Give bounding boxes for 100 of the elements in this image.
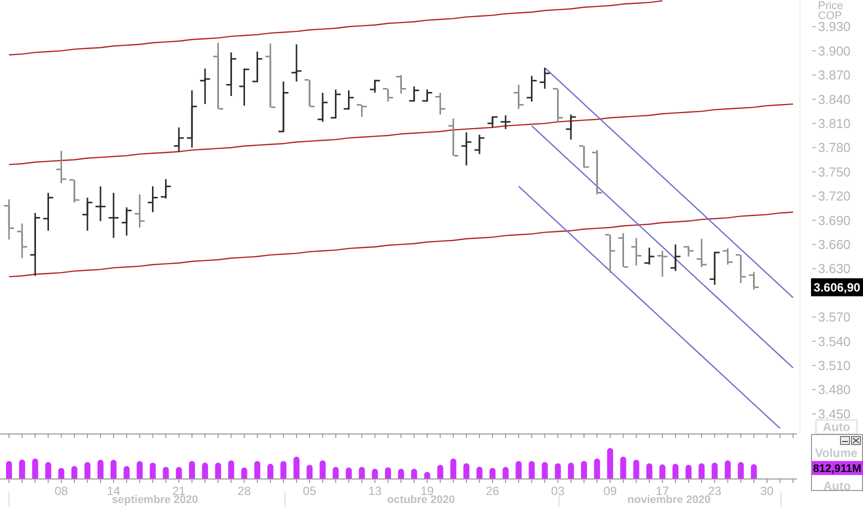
y-tick-label: 3.810 <box>818 116 851 131</box>
bar <box>594 458 600 479</box>
bar <box>686 464 692 479</box>
y-tick-label: 3.930 <box>818 19 851 34</box>
bar <box>228 460 234 479</box>
candlestick <box>422 88 432 102</box>
bar <box>84 462 90 479</box>
x-tick-label: 05 <box>302 484 317 498</box>
bar <box>32 458 38 479</box>
bar <box>607 448 614 479</box>
y-tick-label: 3.630 <box>818 261 851 276</box>
bar <box>71 466 78 479</box>
candlestick <box>540 67 550 90</box>
bar <box>267 464 274 479</box>
bar <box>124 466 130 479</box>
candlestick <box>370 79 380 94</box>
y-tick-label: 3.720 <box>818 188 851 204</box>
bar <box>502 466 509 479</box>
y-tick-label: 3.780 <box>818 140 851 156</box>
candlestick <box>526 75 537 102</box>
candlestick <box>696 238 707 268</box>
bar <box>698 463 705 479</box>
bar <box>19 459 26 479</box>
bar <box>188 461 195 479</box>
candlestick <box>69 179 80 204</box>
bar <box>358 466 365 479</box>
candlestick <box>684 245 694 258</box>
y-tick-label: 3.510 <box>818 358 851 373</box>
x-tick-label: 26 <box>486 484 500 498</box>
bar <box>110 460 117 479</box>
candlestick <box>382 88 393 102</box>
candlestick <box>95 186 106 222</box>
bar <box>58 468 64 479</box>
bar <box>542 462 548 479</box>
x-tick-label: 30 <box>760 484 774 498</box>
candlestick <box>631 237 642 266</box>
y-tick-label: 3.660 <box>818 236 851 252</box>
candlestick <box>292 44 302 82</box>
y-tick-label: 3.450 <box>818 406 851 422</box>
bar <box>528 461 535 479</box>
bar <box>554 463 561 479</box>
bar <box>136 461 143 479</box>
line-series <box>518 186 781 429</box>
bar <box>45 462 52 479</box>
bar <box>450 458 456 479</box>
line-series <box>531 125 794 368</box>
x-tick-label: 03 <box>551 484 565 498</box>
candlestick <box>108 192 119 239</box>
candlestick <box>435 92 446 116</box>
bar <box>672 464 678 479</box>
candlestick <box>174 126 184 152</box>
candlestick <box>605 234 616 274</box>
bar <box>6 461 12 479</box>
candlestick <box>82 196 92 232</box>
candlestick <box>396 74 406 94</box>
bar <box>738 462 744 479</box>
bar <box>580 461 587 479</box>
text: 812,911M <box>813 462 862 475</box>
y-tick-label: 3.900 <box>818 43 851 58</box>
bar <box>620 456 626 479</box>
candlestick <box>43 192 54 232</box>
bar <box>724 460 731 479</box>
bar <box>476 466 482 479</box>
bar <box>384 467 391 479</box>
line-series <box>8 103 794 166</box>
line-series <box>8 0 664 56</box>
bar <box>306 464 313 479</box>
candlestick <box>148 186 158 213</box>
candlestick <box>500 114 511 130</box>
bar <box>254 461 260 479</box>
candlestick <box>514 84 524 110</box>
bar <box>633 460 640 479</box>
x-tick-label: 09 <box>603 484 618 498</box>
x-tick-label: 28 <box>238 484 252 498</box>
y-tick-label: 3.480 <box>818 382 851 398</box>
candlestick <box>474 134 484 155</box>
bar <box>176 466 182 479</box>
candlestick <box>566 114 576 140</box>
bar <box>294 456 300 479</box>
bar <box>241 468 248 479</box>
y-tick-label: 3.540 <box>818 334 851 349</box>
candlestick <box>657 250 668 278</box>
y-tick-label: 3.840 <box>818 92 851 107</box>
line-series <box>8 212 794 278</box>
bar <box>463 463 470 479</box>
candlestick <box>344 90 354 110</box>
bar <box>150 462 156 479</box>
candlestick <box>200 68 210 105</box>
bar <box>659 464 666 479</box>
candlestick <box>356 104 367 118</box>
candlestick <box>318 92 328 123</box>
y-tick-label: 3.690 <box>818 212 851 228</box>
candlestick <box>56 150 66 184</box>
candlestick <box>722 248 733 266</box>
bar <box>202 462 208 479</box>
bar <box>320 460 326 479</box>
text: octubre 2020 <box>387 494 455 506</box>
x-tick-label: 13 <box>368 484 382 498</box>
candlestick <box>461 132 472 166</box>
text: noviembre 2020 <box>627 494 711 506</box>
